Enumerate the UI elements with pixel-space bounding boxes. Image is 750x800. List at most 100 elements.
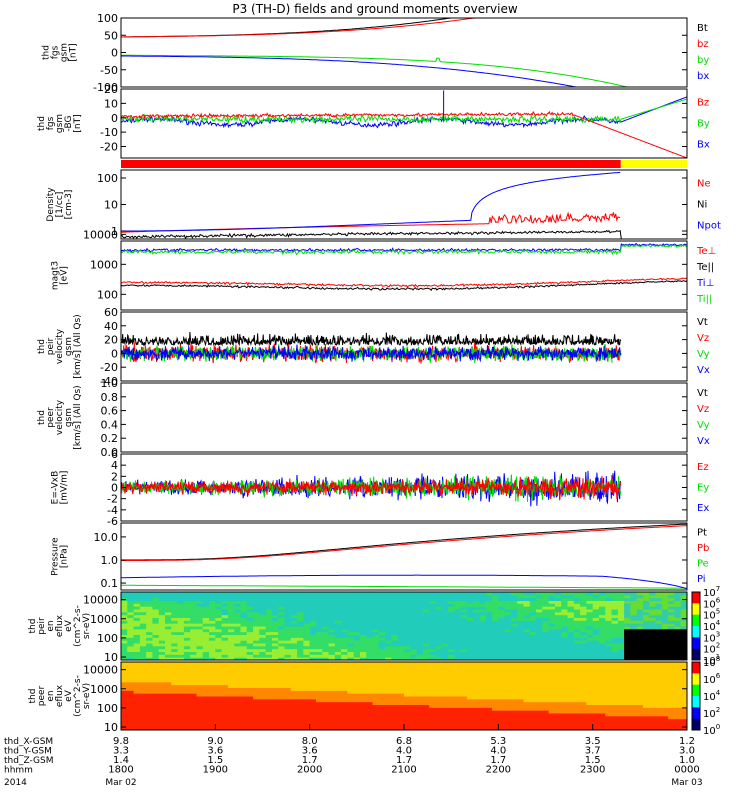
peir_spec-cell xyxy=(674,634,682,638)
peir_spec-cell xyxy=(328,645,336,650)
peir_spec-cell xyxy=(504,657,512,661)
peer_spec-cell xyxy=(611,687,619,691)
peir_spec-cell xyxy=(435,628,443,633)
peer_spec-cell xyxy=(422,690,430,694)
peir_spec-cell xyxy=(290,654,298,658)
peir_spec-cell xyxy=(573,645,581,650)
peir_spec-cell xyxy=(385,600,392,604)
peir_spec-cell xyxy=(183,657,191,661)
peir_spec-cell xyxy=(523,645,531,650)
peir_spec-cell xyxy=(655,620,663,624)
peer_spec-cell xyxy=(221,710,229,714)
peer_spec-cell xyxy=(448,707,455,711)
peir_spec-cell xyxy=(253,651,260,655)
peer_spec-colorbar-label: 106 xyxy=(703,672,721,686)
peer_spec-cell xyxy=(592,713,600,717)
peir_spec-cell xyxy=(278,637,286,641)
peir_spec-cell xyxy=(466,600,474,604)
peir_spec-cell xyxy=(278,645,286,650)
peer_spec-cell xyxy=(422,673,430,677)
peir_spec-cell xyxy=(347,657,355,661)
peer_spec-cell xyxy=(215,690,223,694)
peer_spec-cell xyxy=(636,684,644,688)
peir_spec-ylabel: eflux xyxy=(55,614,65,637)
peer_spec-cell xyxy=(366,710,374,714)
peir_spec-cell xyxy=(359,617,367,621)
peir_spec-cell xyxy=(391,654,399,658)
peir_spec-cell xyxy=(152,645,160,650)
peir_spec-cell xyxy=(561,617,569,621)
peer_spec-cell xyxy=(642,676,650,680)
peer_spec-cell xyxy=(517,710,524,714)
peir_spec-cell xyxy=(265,634,273,638)
time-row-label: thd_Z-GSM xyxy=(4,756,53,766)
peir_spec-cell xyxy=(121,594,128,599)
peer_vel-legend-blue: Vx xyxy=(697,436,710,447)
peir_spec-cell xyxy=(271,654,279,658)
peer_spec-cell xyxy=(359,701,367,705)
peir_spec-cell xyxy=(278,606,286,610)
peir_spec-cell xyxy=(536,634,543,638)
peer_spec-cell xyxy=(196,684,204,688)
peir_spec-cell xyxy=(227,620,235,624)
peer_spec-cell xyxy=(297,693,304,697)
peir_spec-cell xyxy=(309,634,317,638)
peer_spec-cell xyxy=(404,679,411,683)
peir_spec-cell xyxy=(341,606,348,610)
peer_spec-cell xyxy=(580,693,587,697)
peer_spec-cell xyxy=(315,693,323,697)
time-row-value: 3.7 xyxy=(585,746,601,757)
peir_spec-cell xyxy=(661,654,669,658)
peer_spec-cell xyxy=(611,710,619,714)
time-row-value: 3.6 xyxy=(302,746,318,757)
peir_spec-cell xyxy=(435,651,443,655)
peir_spec-cell xyxy=(246,637,254,641)
peer_spec-cell xyxy=(315,687,323,691)
peir_spec-cell xyxy=(466,617,474,621)
peir_spec-cell xyxy=(265,592,273,596)
peer_spec-cell xyxy=(649,690,657,694)
peer_spec-cell xyxy=(139,664,147,669)
peir_spec-cell xyxy=(448,614,455,618)
peir_spec-cell xyxy=(234,645,241,650)
peer_spec-cell xyxy=(259,679,267,683)
peir_spec-cell xyxy=(611,620,619,624)
peir_spec-cell xyxy=(215,626,223,630)
peer_spec-cell xyxy=(322,721,330,725)
peir_spec-cell xyxy=(661,640,669,644)
peir_spec-cell xyxy=(152,643,160,647)
peer_spec-cell xyxy=(473,673,480,677)
peer_spec-cell xyxy=(290,681,298,686)
peer_spec-cell xyxy=(441,679,449,683)
peir_spec-cell xyxy=(246,614,254,618)
peir_spec-cell xyxy=(624,643,631,647)
peer_spec-cell xyxy=(366,690,374,694)
peer_spec-cell xyxy=(510,721,518,725)
peer_spec-cell xyxy=(385,718,392,722)
peir_spec-cell xyxy=(536,611,543,616)
peer_spec-cell xyxy=(586,676,594,680)
peer_spec-cell xyxy=(466,681,474,686)
peer_vel-ytick-label: 0.0 xyxy=(101,446,119,459)
peer_spec-cell xyxy=(127,715,135,720)
peer_spec-cell xyxy=(190,670,197,674)
peer_spec-cell xyxy=(378,696,386,700)
peer_spec-cell xyxy=(397,679,405,683)
peer_spec-cell xyxy=(290,687,298,691)
peir_spec-cell xyxy=(171,597,179,601)
peer_spec-cell xyxy=(422,707,430,711)
peer_spec-cell xyxy=(649,670,657,674)
peir_spec-cell xyxy=(561,609,569,613)
peer_spec-cell xyxy=(410,704,418,708)
peer_spec-cell xyxy=(466,718,474,722)
peer_spec-cell xyxy=(315,690,323,694)
peer_spec-cell xyxy=(303,698,311,703)
peer_spec-cell xyxy=(372,696,380,700)
peir_spec-cell xyxy=(265,628,273,633)
peir_spec-cell xyxy=(649,603,657,607)
peer_spec-cell xyxy=(554,701,562,705)
peer_spec-cell xyxy=(177,690,185,694)
peer_spec-cell xyxy=(624,727,631,731)
peir_spec-cell xyxy=(177,614,185,618)
peir_spec-cell xyxy=(165,600,172,604)
